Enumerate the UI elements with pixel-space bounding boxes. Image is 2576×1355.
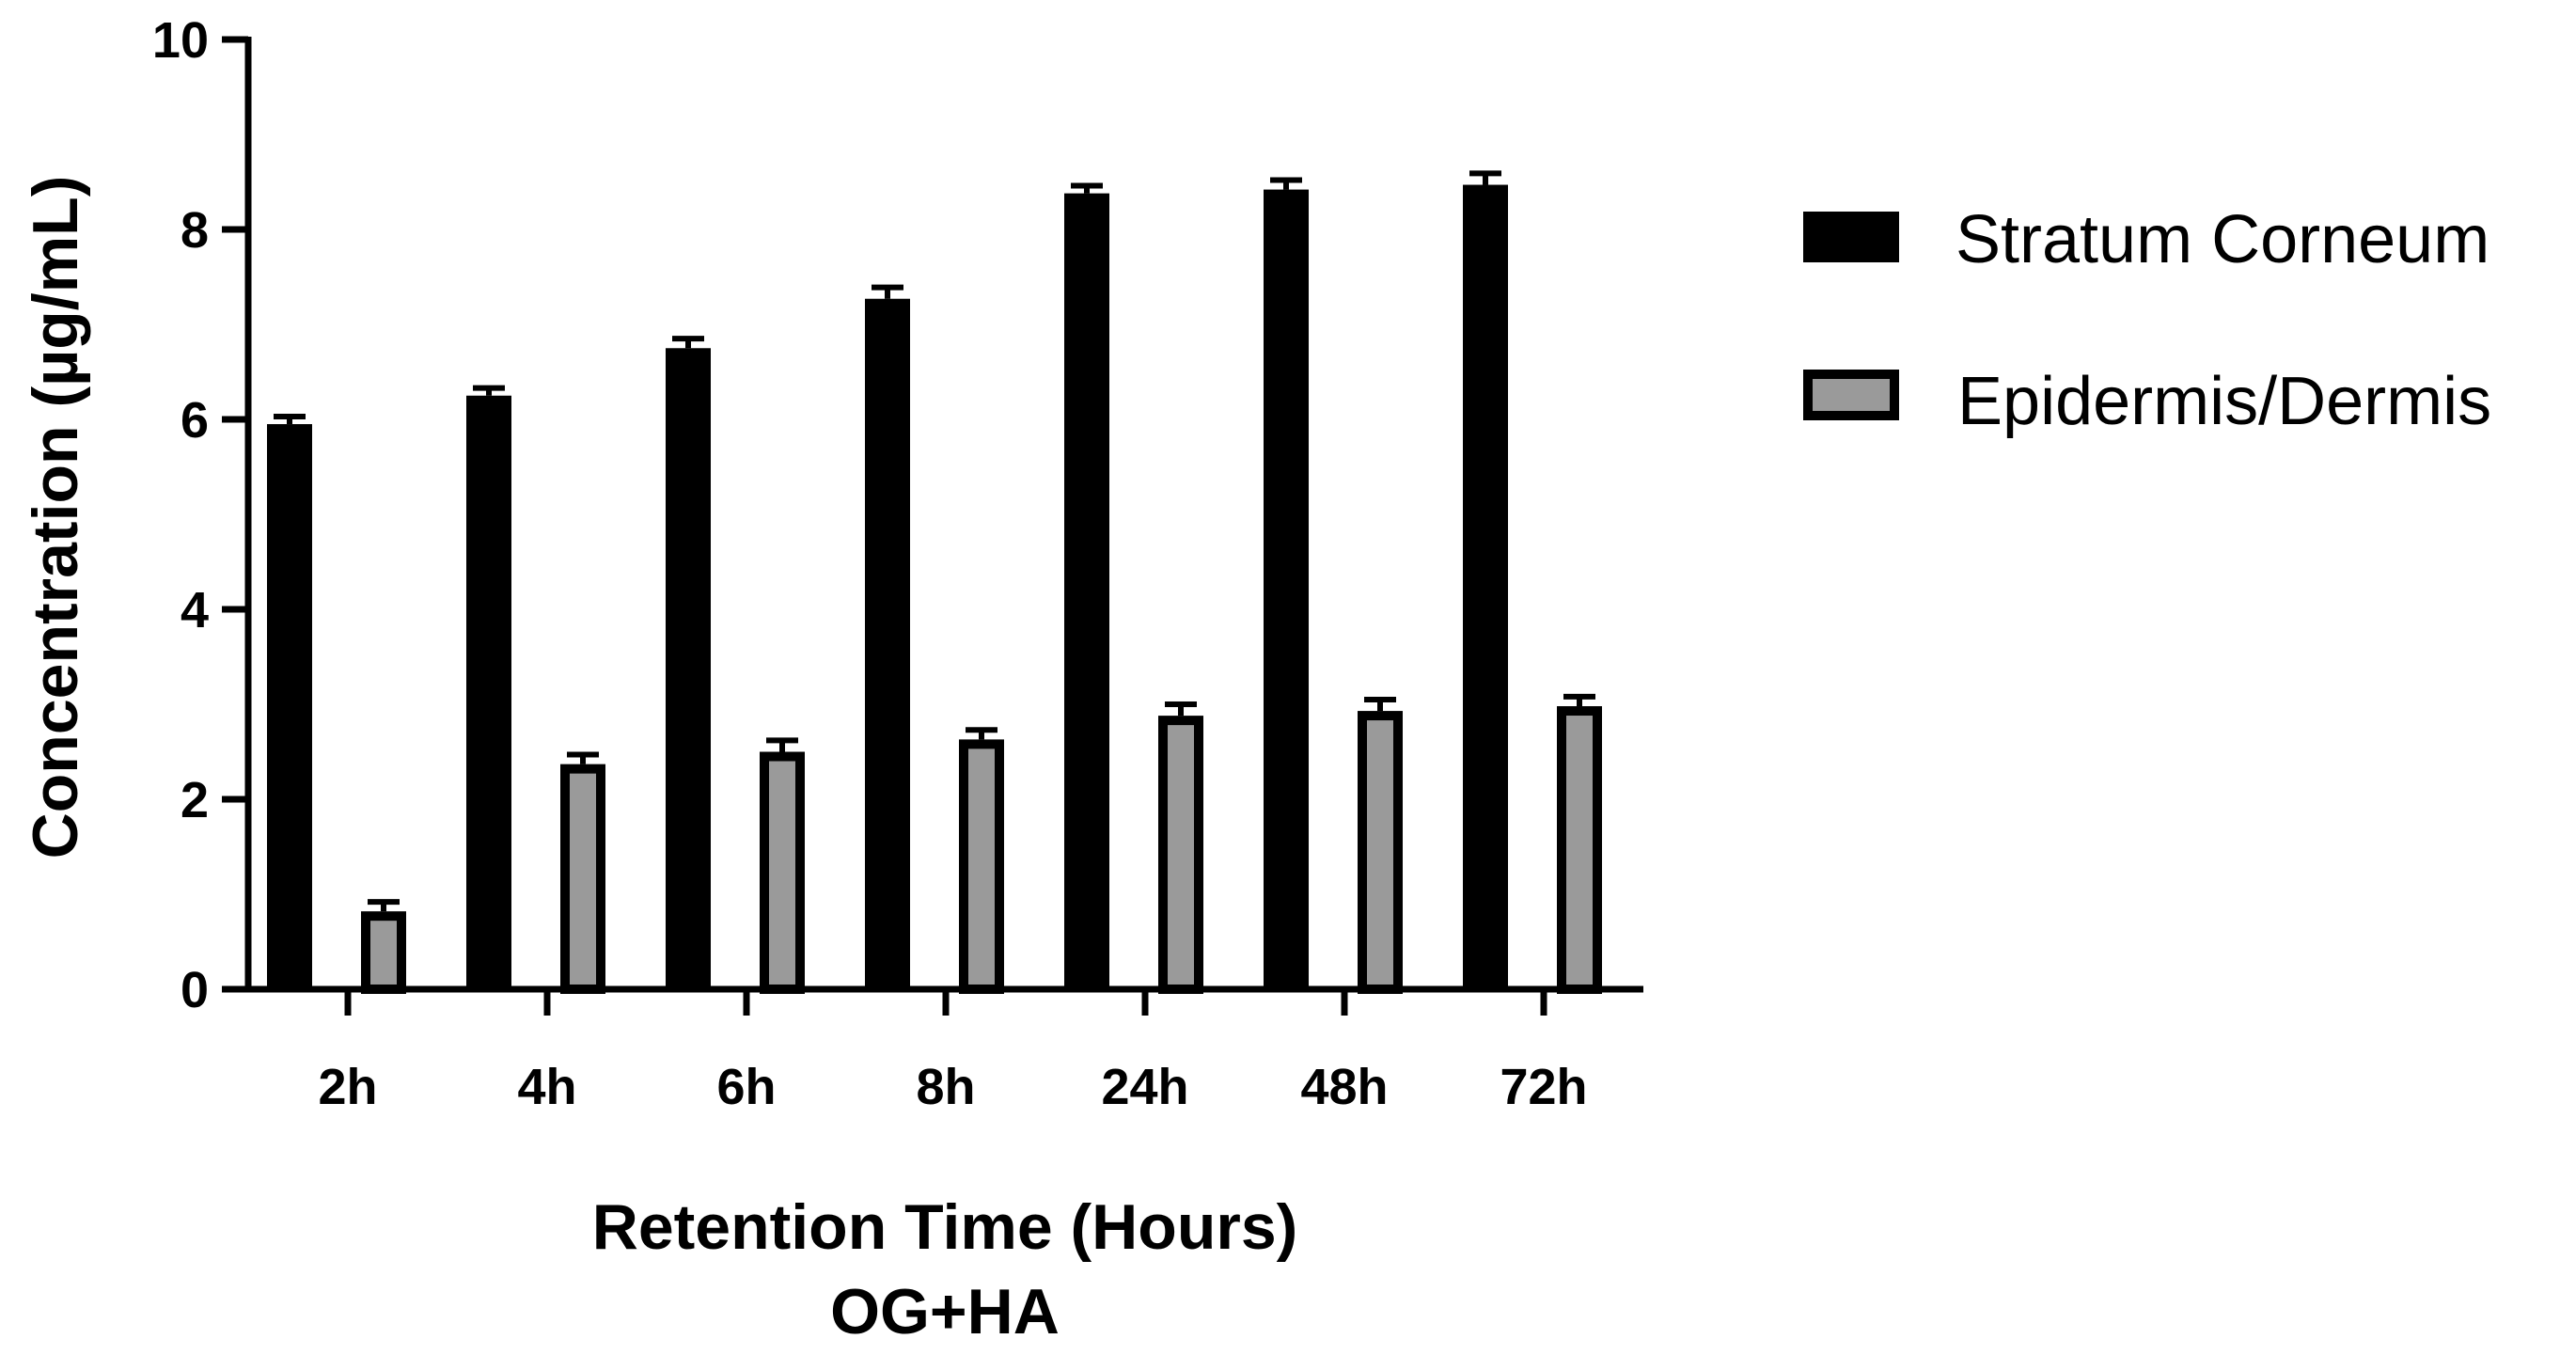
- x-tick-label: 4h: [517, 1059, 576, 1115]
- x-axis: 2h 4h 6h 8h 24h 48h 72h: [245, 985, 1643, 1115]
- y-tick-label: 2: [181, 772, 209, 828]
- bar-epidermis-dermis: [1358, 711, 1403, 994]
- x-axis-subtitle: OG+HA: [830, 1276, 1060, 1347]
- x-tick-label: 8h: [916, 1059, 975, 1115]
- x-tick-label: 24h: [1101, 1059, 1188, 1115]
- y-tick-label: 8: [181, 202, 209, 259]
- y-tick-label: 6: [181, 392, 209, 449]
- bar-stratum-corneum: [666, 348, 711, 989]
- plot-area: [267, 170, 1602, 995]
- bar-epidermis-dermis: [1158, 716, 1203, 994]
- x-tick-label: 2h: [318, 1059, 377, 1115]
- x-tick-label: 6h: [716, 1059, 776, 1115]
- bar-stratum-corneum: [1064, 193, 1109, 989]
- bar-epidermis-dermis: [560, 764, 605, 994]
- legend-label-stratum-corneum: Stratum Corneum: [1956, 202, 2490, 277]
- bar-epidermis-dermis: [959, 739, 1004, 994]
- bar-stratum-corneum: [267, 424, 312, 989]
- bar-stratum-corneum: [466, 395, 511, 989]
- y-tick-label: 4: [181, 582, 209, 638]
- x-axis-title: Retention Time (Hours): [592, 1191, 1298, 1263]
- bar-stratum-corneum: [1264, 189, 1309, 989]
- y-axis: 0 2 4 6 8 10: [152, 12, 252, 1018]
- legend-label-epidermis-dermis: Epidermis/Dermis: [1957, 364, 2491, 439]
- x-tick-label: 48h: [1300, 1059, 1388, 1115]
- y-axis-title: Concentration (µg/mL): [20, 176, 91, 859]
- y-tick-label: 0: [181, 962, 209, 1018]
- bar-stratum-corneum: [1463, 184, 1508, 989]
- legend: Stratum Corneum Epidermis/Dermis: [1803, 202, 2491, 439]
- bar-stratum-corneum: [865, 298, 910, 990]
- bar-epidermis-dermis: [361, 911, 406, 994]
- y-tick-label: 10: [152, 12, 209, 69]
- bar-epidermis-dermis: [760, 751, 805, 994]
- x-tick-label: 72h: [1500, 1059, 1587, 1115]
- legend-swatch-epidermis-dermis: [1803, 370, 1899, 420]
- bar-epidermis-dermis: [1557, 706, 1602, 995]
- legend-swatch-stratum-corneum: [1803, 212, 1899, 262]
